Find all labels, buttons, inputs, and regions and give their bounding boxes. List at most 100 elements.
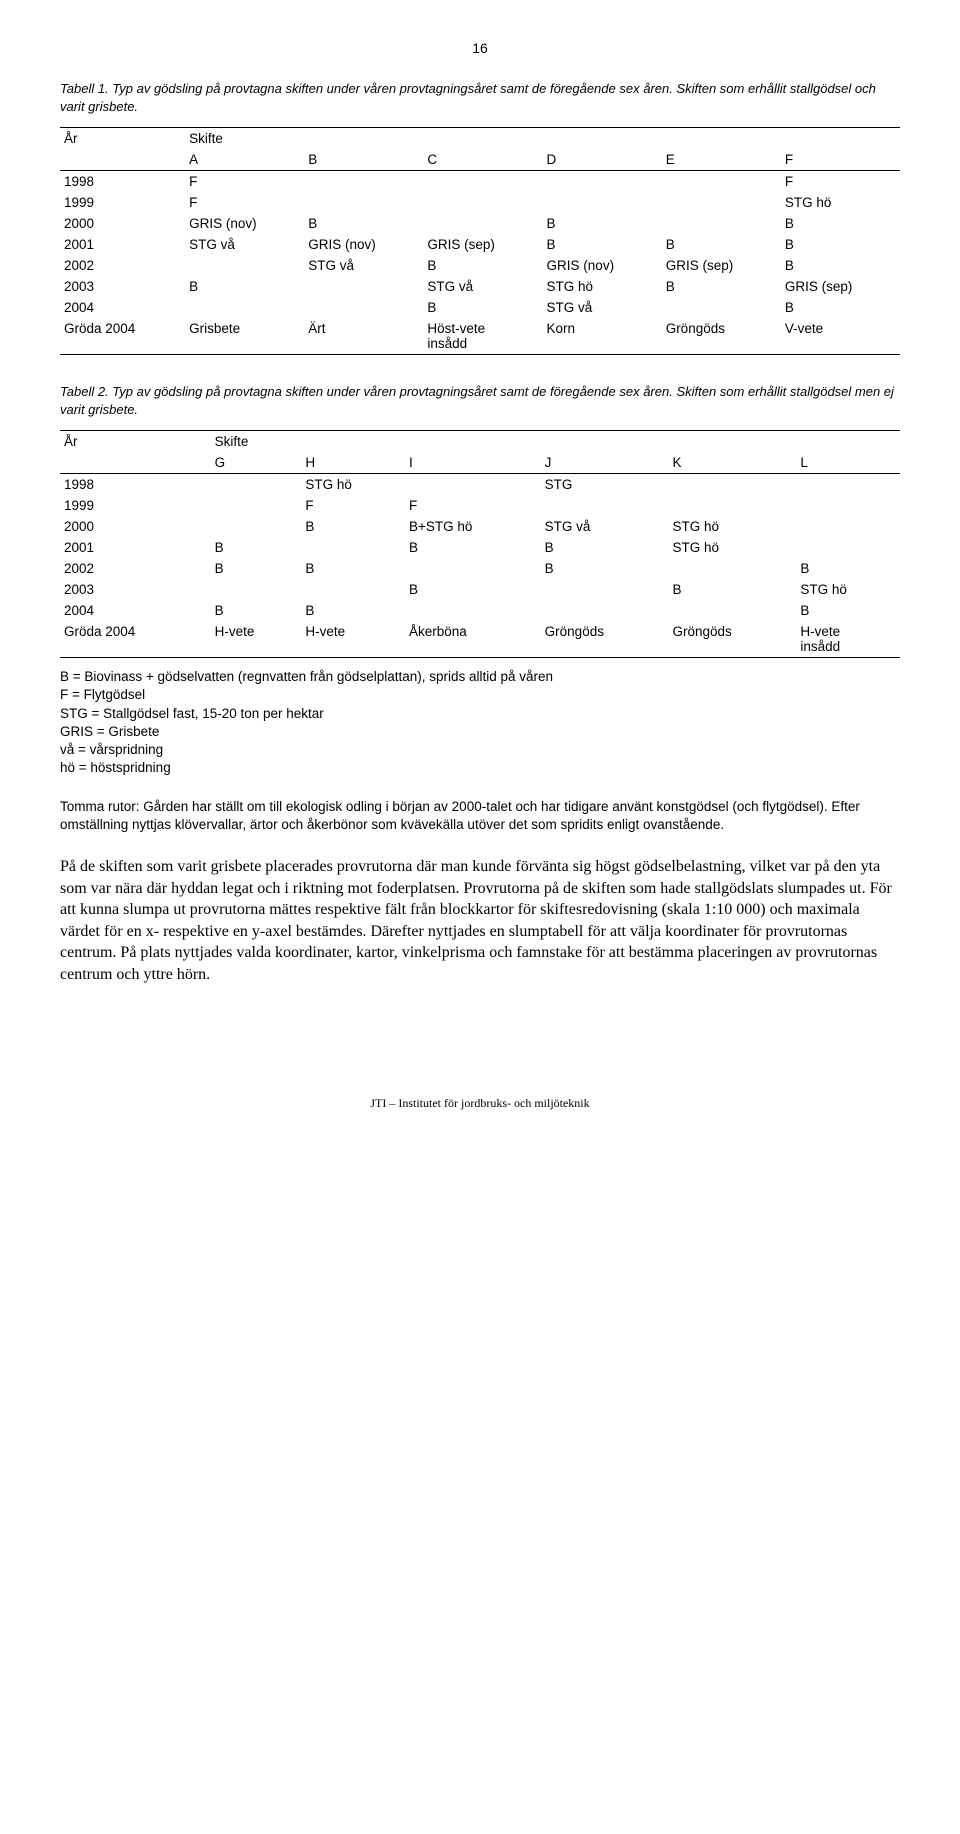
data-cell: GRIS (nov): [185, 213, 304, 234]
legend-line: hö = höstspridning: [60, 759, 900, 777]
table2: År Skifte G H I J K L 1998STG höSTG1999F…: [60, 430, 900, 658]
data-cell: [541, 579, 669, 600]
data-cell: [662, 192, 781, 213]
t2-col-j: J: [541, 452, 669, 474]
data-cell: B: [423, 297, 542, 318]
year-cell: 1998: [60, 474, 211, 496]
legend: B = Biovinass + gödselvatten (regnvatten…: [60, 668, 900, 777]
table1-caption-text: Tabell 1. Typ av gödsling på provtagna s…: [60, 81, 876, 114]
data-cell: B: [669, 579, 797, 600]
data-cell: B+STG hö: [405, 516, 541, 537]
data-cell: [796, 516, 900, 537]
t2-col-blank: [60, 452, 211, 474]
data-cell: STG hö: [669, 537, 797, 558]
data-cell: B: [662, 276, 781, 297]
t1-col-c: C: [423, 149, 542, 171]
crop-cell: Åkerböna: [405, 621, 541, 658]
t2-col-g: G: [211, 452, 302, 474]
crop-cell: Ärt: [304, 318, 423, 355]
data-cell: B: [781, 234, 900, 255]
t2-col-i: I: [405, 452, 541, 474]
data-cell: B: [211, 600, 302, 621]
crop-cell: Gröngöds: [662, 318, 781, 355]
crop-cell: V-vete: [781, 318, 900, 355]
data-cell: B: [796, 558, 900, 579]
data-cell: [211, 495, 302, 516]
year-cell: 2004: [60, 600, 211, 621]
table-row: 2002STG våBGRIS (nov)GRIS (sep)B: [60, 255, 900, 276]
data-cell: [304, 297, 423, 318]
data-cell: F: [301, 495, 405, 516]
year-cell: 1999: [60, 495, 211, 516]
data-cell: GRIS (sep): [662, 255, 781, 276]
data-cell: STG hö: [781, 192, 900, 213]
data-cell: B: [185, 276, 304, 297]
t1-col-e: E: [662, 149, 781, 171]
data-cell: [301, 537, 405, 558]
t2-col-h: H: [301, 452, 405, 474]
year-cell: 1998: [60, 171, 185, 193]
data-cell: B: [211, 537, 302, 558]
table-row: 2004BSTG våB: [60, 297, 900, 318]
data-cell: F: [185, 192, 304, 213]
data-cell: [543, 192, 662, 213]
data-cell: B: [301, 516, 405, 537]
data-cell: B: [405, 579, 541, 600]
table1: År Skifte A B C D E F 1998FF1999FSTG hö2…: [60, 127, 900, 355]
table2-caption-text: Tabell 2. Typ av gödsling på provtagna s…: [60, 384, 894, 417]
table-row: 2000GRIS (nov)BBB: [60, 213, 900, 234]
data-cell: [796, 537, 900, 558]
table-row: 2002BBBB: [60, 558, 900, 579]
data-cell: B: [423, 255, 542, 276]
crop-cell: Korn: [543, 318, 662, 355]
data-cell: B: [543, 234, 662, 255]
data-cell: GRIS (nov): [543, 255, 662, 276]
data-cell: [211, 579, 302, 600]
t2-col-k: K: [669, 452, 797, 474]
data-cell: B: [781, 297, 900, 318]
year-cell: 2001: [60, 537, 211, 558]
year-cell: 2003: [60, 579, 211, 600]
year-cell: 2002: [60, 255, 185, 276]
legend-line: GRIS = Grisbete: [60, 723, 900, 741]
data-cell: [301, 579, 405, 600]
data-cell: STG vå: [423, 276, 542, 297]
data-cell: B: [211, 558, 302, 579]
data-cell: F: [781, 171, 900, 193]
data-cell: [211, 516, 302, 537]
data-cell: [796, 474, 900, 496]
table2-caption: Tabell 2. Typ av gödsling på provtagna s…: [60, 383, 900, 418]
t1-head-year: År: [60, 128, 185, 150]
data-cell: [541, 495, 669, 516]
data-cell: [543, 171, 662, 193]
year-cell: 1999: [60, 192, 185, 213]
data-cell: STG hö: [543, 276, 662, 297]
data-cell: GRIS (nov): [304, 234, 423, 255]
t1-col-d: D: [543, 149, 662, 171]
table-row: 2003BSTG våSTG höBGRIS (sep): [60, 276, 900, 297]
data-cell: STG vå: [304, 255, 423, 276]
data-cell: B: [781, 213, 900, 234]
crop-cell: H-vete: [211, 621, 302, 658]
crop-cell: Grisbete: [185, 318, 304, 355]
legend-line: F = Flytgödsel: [60, 686, 900, 704]
data-cell: GRIS (sep): [781, 276, 900, 297]
data-cell: B: [541, 558, 669, 579]
year-cell: 2004: [60, 297, 185, 318]
year-cell: 2003: [60, 276, 185, 297]
data-cell: [541, 600, 669, 621]
table-row: 1999F STG hö: [60, 192, 900, 213]
data-cell: GRIS (sep): [423, 234, 542, 255]
table-row: 2001BBBSTG hö: [60, 537, 900, 558]
year-cell: 2001: [60, 234, 185, 255]
table-row: 1998FF: [60, 171, 900, 193]
crop-year-cell: Gröda 2004: [60, 318, 185, 355]
t1-head-skifte: Skifte: [185, 128, 900, 150]
t2-col-l: L: [796, 452, 900, 474]
legend-line: B = Biovinass + gödselvatten (regnvatten…: [60, 668, 900, 686]
table1-caption: Tabell 1. Typ av gödsling på provtagna s…: [60, 80, 900, 115]
t1-col-a: A: [185, 149, 304, 171]
data-cell: STG hö: [796, 579, 900, 600]
data-cell: [669, 600, 797, 621]
data-cell: STG hö: [669, 516, 797, 537]
